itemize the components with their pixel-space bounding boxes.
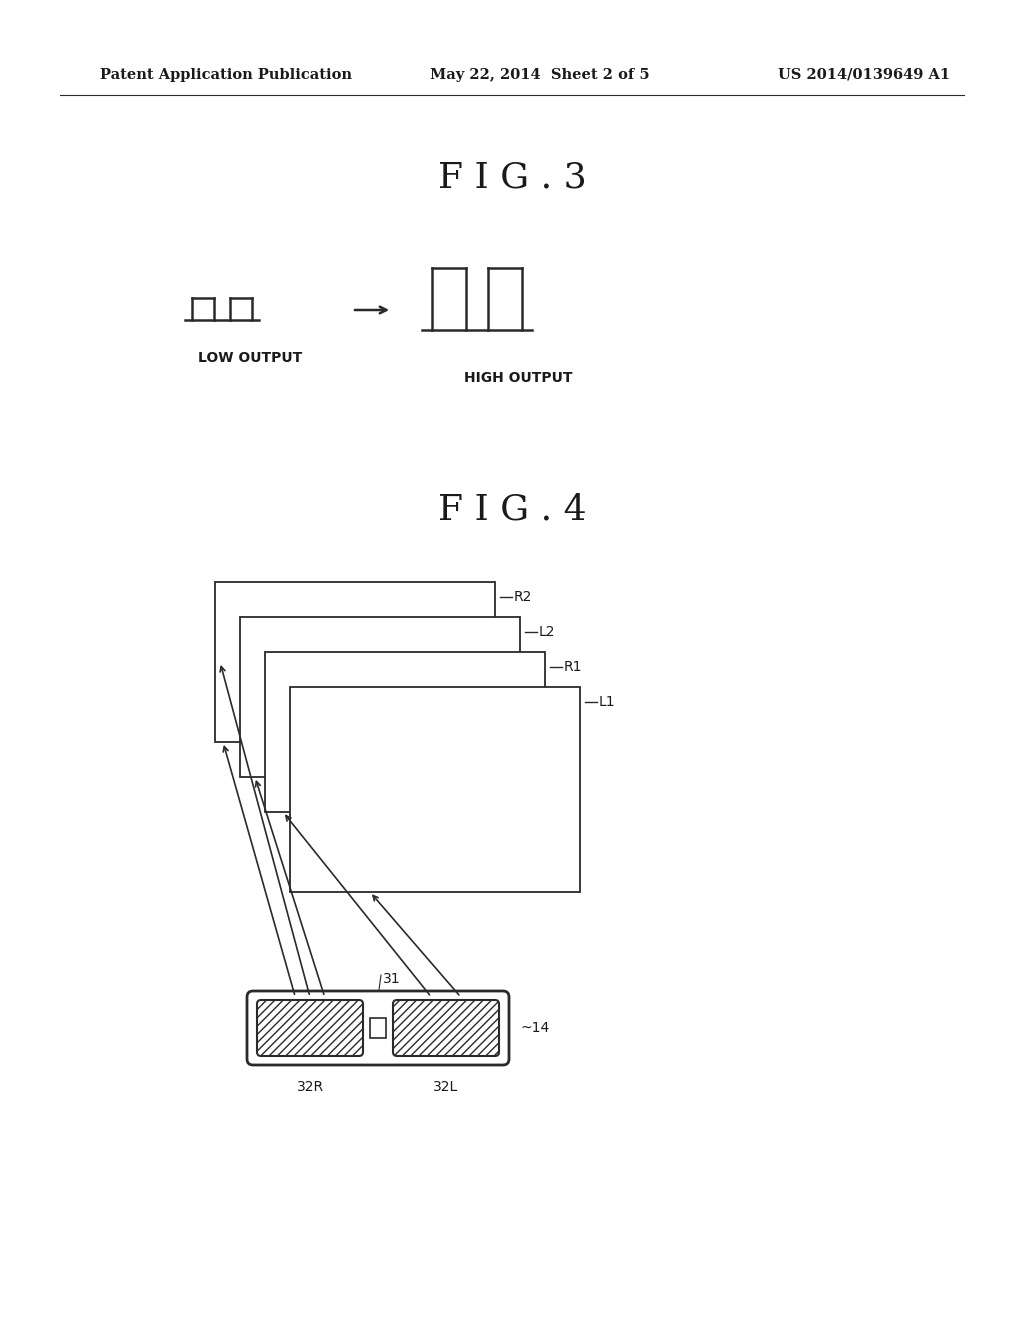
Bar — [370, 1018, 386, 1038]
Text: 32L: 32L — [433, 1080, 459, 1094]
Text: Patent Application Publication: Patent Application Publication — [100, 69, 352, 82]
Text: May 22, 2014  Sheet 2 of 5: May 22, 2014 Sheet 2 of 5 — [430, 69, 649, 82]
Bar — [215, 582, 495, 742]
Text: L2: L2 — [539, 624, 555, 639]
Bar — [290, 686, 580, 892]
Text: R2: R2 — [514, 590, 532, 605]
Text: HIGH OUTPUT: HIGH OUTPUT — [464, 371, 572, 385]
Bar — [240, 616, 520, 777]
Bar — [265, 652, 545, 812]
Text: R1: R1 — [564, 660, 583, 675]
FancyBboxPatch shape — [257, 1001, 362, 1056]
Text: ~14: ~14 — [521, 1020, 550, 1035]
FancyBboxPatch shape — [247, 991, 509, 1065]
Text: 31: 31 — [383, 972, 400, 986]
FancyBboxPatch shape — [393, 1001, 499, 1056]
Text: L1: L1 — [599, 696, 615, 709]
Text: F I G . 3: F I G . 3 — [437, 161, 587, 195]
Text: 32R: 32R — [296, 1080, 324, 1094]
Text: F I G . 4: F I G . 4 — [437, 492, 587, 527]
Text: LOW OUTPUT: LOW OUTPUT — [198, 351, 302, 366]
Text: US 2014/0139649 A1: US 2014/0139649 A1 — [778, 69, 950, 82]
